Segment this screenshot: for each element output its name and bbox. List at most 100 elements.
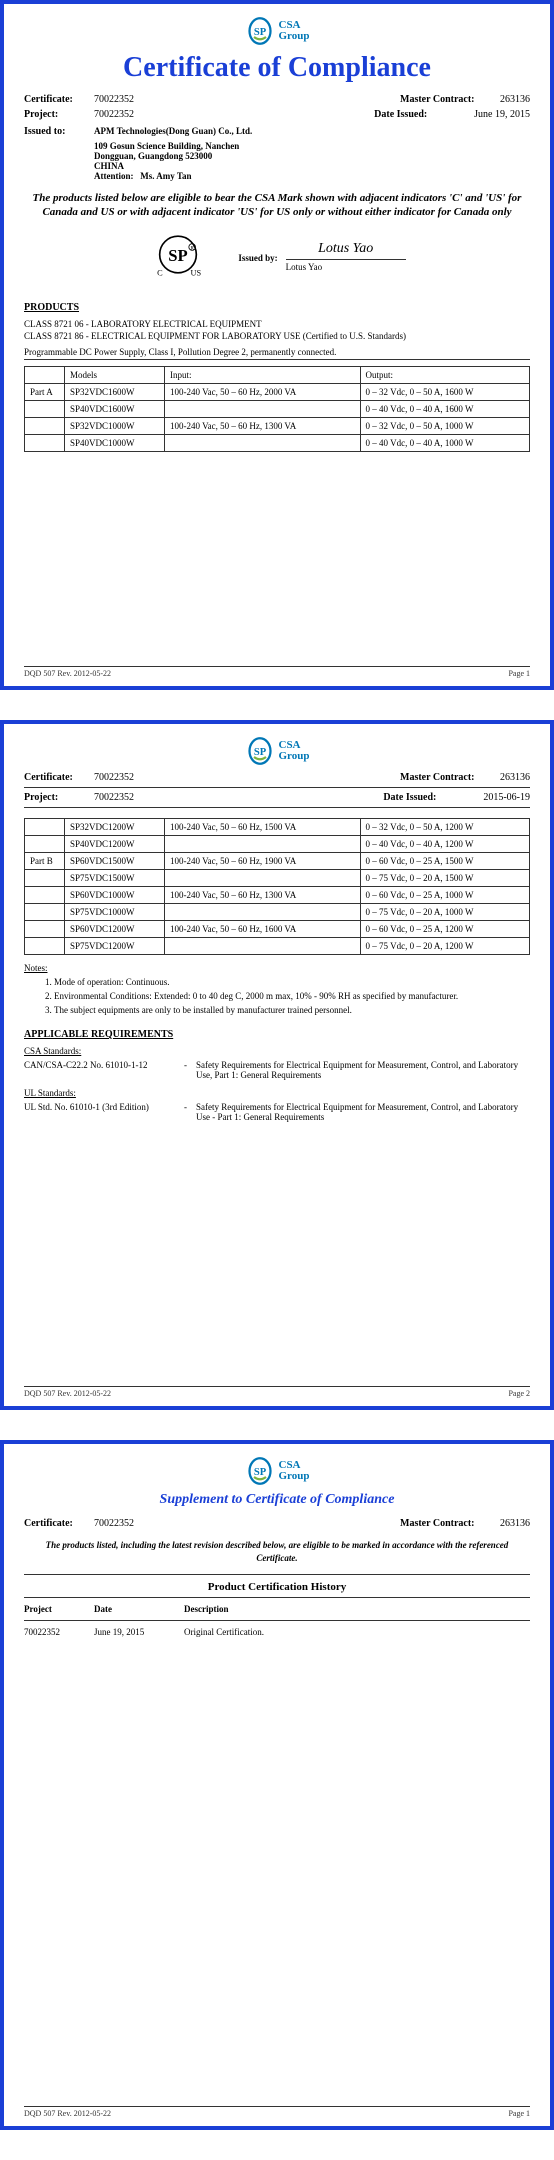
hist-h3: Description bbox=[184, 1604, 530, 1614]
csa-logo-icon: SP bbox=[245, 736, 275, 766]
cell-output: 0 – 75 Vdc, 0 – 20 A, 1000 W bbox=[360, 904, 529, 921]
svg-text:SP: SP bbox=[169, 246, 188, 265]
product-desc: Programmable DC Power Supply, Class I, P… bbox=[24, 347, 530, 360]
date-value: June 19, 2015 bbox=[474, 109, 530, 120]
date-label: Date Issued: bbox=[383, 792, 483, 803]
cell-input bbox=[165, 836, 361, 853]
cell-part bbox=[25, 434, 65, 451]
supplement-title: Supplement to Certificate of Compliance bbox=[24, 1492, 530, 1508]
svg-text:SP: SP bbox=[253, 1467, 266, 1478]
cell-model: SP60VDC1200W bbox=[65, 921, 165, 938]
cell-part: Part B bbox=[25, 853, 65, 870]
table-row: SP75VDC1200W 0 – 75 Vdc, 0 – 20 A, 1200 W bbox=[25, 938, 530, 955]
hist-h1: Project bbox=[24, 1604, 94, 1614]
master-label: Master Contract: bbox=[400, 1518, 500, 1529]
csa-std-ref: CAN/CSA-C22.2 No. 61010-1-12 bbox=[24, 1060, 184, 1080]
project-value: 70022352 bbox=[94, 109, 374, 120]
cell-model: SP60VDC1500W bbox=[65, 853, 165, 870]
logo-row: SP CSAGroup bbox=[24, 16, 530, 46]
note-item: Mode of operation: Continuous. bbox=[54, 977, 530, 987]
cell-model: SP75VDC1200W bbox=[65, 938, 165, 955]
footer-left: DQD 507 Rev. 2012-05-22 bbox=[24, 669, 111, 678]
products-heading: PRODUCTS bbox=[24, 302, 530, 313]
cell-model: SP60VDC1000W bbox=[65, 887, 165, 904]
cell-part bbox=[25, 417, 65, 434]
hist-c2: June 19, 2015 bbox=[94, 1627, 184, 1637]
cell-output: 0 – 40 Vdc, 0 – 40 A, 1000 W bbox=[360, 434, 529, 451]
svg-text:US: US bbox=[191, 268, 202, 277]
certificate-title: Certificate of Compliance bbox=[24, 52, 530, 84]
cell-output: 0 – 60 Vdc, 0 – 25 A, 1200 W bbox=[360, 921, 529, 938]
signature-name: Lotus Yao bbox=[286, 262, 406, 272]
date-value: 2015-06-19 bbox=[483, 792, 530, 803]
cell-model: SP40VDC1600W bbox=[65, 400, 165, 417]
table-row: SP75VDC1000W0 – 75 Vdc, 0 – 20 A, 1000 W bbox=[25, 904, 530, 921]
csa-std-desc: Safety Requirements for Electrical Equip… bbox=[196, 1060, 530, 1080]
addr-line-3: Dongguan, Guangdong 523000 bbox=[94, 151, 530, 161]
cell-input bbox=[165, 400, 361, 417]
table-row: SP60VDC1000W100-240 Vac, 50 – 60 Hz, 130… bbox=[25, 887, 530, 904]
cell-output: 0 – 40 Vdc, 0 – 40 A, 1600 W bbox=[360, 400, 529, 417]
note-item: Environmental Conditions: Extended: 0 to… bbox=[54, 991, 530, 1001]
issued-to-label: Issued to: bbox=[24, 126, 94, 137]
attn-label: Attention: bbox=[94, 171, 134, 181]
cell-input: 100-240 Vac, 50 – 60 Hz, 1300 VA bbox=[165, 417, 361, 434]
class-line-2: CLASS 8721 86 - ELECTRICAL EQUIPMENT FOR… bbox=[24, 331, 530, 341]
cell-part bbox=[25, 870, 65, 887]
cell-part bbox=[25, 836, 65, 853]
applicable-heading: APPLICABLE REQUIREMENTS bbox=[24, 1029, 530, 1040]
cell-output: 0 – 60 Vdc, 0 – 25 A, 1500 W bbox=[360, 853, 529, 870]
cell-model: SP32VDC1600W bbox=[65, 383, 165, 400]
master-value: 263136 bbox=[500, 94, 530, 105]
cell-input bbox=[165, 434, 361, 451]
ul-std-ref: UL Std. No. 61010-1 (3rd Edition) bbox=[24, 1102, 184, 1122]
csa-logo-icon: SP bbox=[245, 16, 275, 46]
logo-row: SP CSAGroup bbox=[24, 736, 530, 766]
cell-input: 100-240 Vac, 50 – 60 Hz, 1900 VA bbox=[165, 853, 361, 870]
certificate-value: 70022352 bbox=[94, 94, 400, 105]
brand-sub: Group bbox=[279, 31, 310, 42]
table-row: SP32VDC1200W100-240 Vac, 50 – 60 Hz, 150… bbox=[25, 819, 530, 836]
master-label: Master Contract: bbox=[400, 772, 500, 783]
table-row: SP40VDC1200W0 – 40 Vdc, 0 – 40 A, 1200 W bbox=[25, 836, 530, 853]
cell-input: 100-240 Vac, 50 – 60 Hz, 1500 VA bbox=[165, 819, 361, 836]
cell-input bbox=[165, 904, 361, 921]
cell-part bbox=[25, 904, 65, 921]
cell-output: 0 – 75 Vdc, 0 – 20 A, 1200 W bbox=[360, 938, 529, 955]
table-row: SP40VDC1000W 0 – 40 Vdc, 0 – 40 A, 1000 W bbox=[25, 434, 530, 451]
products-table-page1: Models Input: Output: Part ASP32VDC1600W… bbox=[24, 366, 530, 452]
cell-model: SP75VDC1500W bbox=[65, 870, 165, 887]
master-value: 263136 bbox=[500, 1518, 530, 1529]
table-row: Part ASP32VDC1600W100-240 Vac, 50 – 60 H… bbox=[25, 383, 530, 400]
cell-output: 0 – 75 Vdc, 0 – 20 A, 1500 W bbox=[360, 870, 529, 887]
project-label: Project: bbox=[24, 109, 94, 120]
cell-part bbox=[25, 921, 65, 938]
th-model: Models bbox=[65, 366, 165, 383]
ul-std-desc: Safety Requirements for Electrical Equip… bbox=[196, 1102, 530, 1122]
supplement-note: The products listed, including the lates… bbox=[24, 1539, 530, 1564]
cell-output: 0 – 32 Vdc, 0 – 50 A, 1000 W bbox=[360, 417, 529, 434]
cell-input: 100-240 Vac, 50 – 60 Hz, 2000 VA bbox=[165, 383, 361, 400]
table-row: Part BSP60VDC1500W100-240 Vac, 50 – 60 H… bbox=[25, 853, 530, 870]
cell-input bbox=[165, 938, 361, 955]
master-label: Master Contract: bbox=[400, 94, 500, 105]
cell-input: 100-240 Vac, 50 – 60 Hz, 1300 VA bbox=[165, 887, 361, 904]
svg-text:SP: SP bbox=[253, 747, 266, 758]
history-row: 70022352June 19, 2015Original Certificat… bbox=[24, 1623, 530, 1641]
brand-sub: Group bbox=[279, 751, 310, 762]
certificate-value: 70022352 bbox=[94, 1518, 400, 1529]
cell-output: 0 – 60 Vdc, 0 – 25 A, 1000 W bbox=[360, 887, 529, 904]
table-row: SP40VDC1600W 0 – 40 Vdc, 0 – 40 A, 1600 W bbox=[25, 400, 530, 417]
cell-part bbox=[25, 819, 65, 836]
hist-h2: Date bbox=[94, 1604, 184, 1614]
svg-text:SP: SP bbox=[253, 27, 266, 38]
certificate-label: Certificate: bbox=[24, 94, 94, 105]
cell-input: 100-240 Vac, 50 – 60 Hz, 1600 VA bbox=[165, 921, 361, 938]
cell-model: SP32VDC1200W bbox=[65, 819, 165, 836]
cell-input bbox=[165, 870, 361, 887]
certificate-label: Certificate: bbox=[24, 772, 94, 783]
th-output: Output: bbox=[360, 366, 529, 383]
cell-model: SP40VDC1000W bbox=[65, 434, 165, 451]
cell-part bbox=[25, 887, 65, 904]
certificate-label: Certificate: bbox=[24, 1518, 94, 1529]
